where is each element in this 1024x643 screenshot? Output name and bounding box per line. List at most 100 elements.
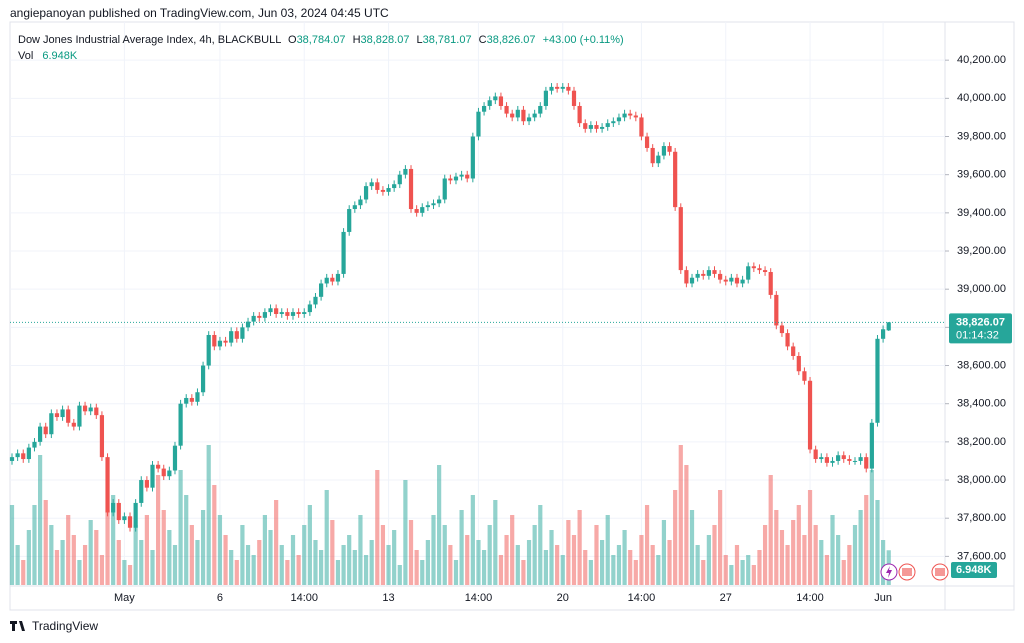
candle-body xyxy=(684,270,689,284)
y-tick-label: 40,000.00 xyxy=(957,92,1006,104)
volume-bar xyxy=(858,510,863,585)
candle-body xyxy=(99,415,105,458)
candle-body xyxy=(375,182,380,190)
low-value: 38,781.07 xyxy=(423,34,472,46)
candle-body xyxy=(66,409,71,423)
volume-bar xyxy=(195,540,200,585)
volume-bar xyxy=(392,530,397,585)
volume-bar xyxy=(605,515,610,585)
candle-body xyxy=(498,96,504,106)
volume-bar xyxy=(363,555,369,585)
candle-body xyxy=(212,334,217,347)
volume-bar xyxy=(560,555,565,585)
x-tick-label: 14:00 xyxy=(465,592,493,604)
volume-bar xyxy=(150,550,155,585)
candle-body xyxy=(555,86,560,89)
y-tick-label: 38,200.00 xyxy=(957,436,1006,448)
candle-body xyxy=(661,146,667,156)
volume-bar xyxy=(757,550,762,585)
candle-body xyxy=(847,459,852,461)
candle-body xyxy=(667,146,672,152)
volume-bar xyxy=(240,525,245,585)
candle-body xyxy=(841,455,846,460)
volume-bar xyxy=(650,545,655,585)
volume-bar xyxy=(841,560,846,585)
volume-bar xyxy=(869,470,874,585)
candle-body xyxy=(105,457,110,513)
volume-bar xyxy=(116,540,121,585)
candle-body xyxy=(796,355,801,372)
volume-bar xyxy=(26,530,31,585)
candle-body xyxy=(195,392,200,402)
volume-bar xyxy=(706,535,711,585)
volume-bar xyxy=(532,525,537,585)
candle-body xyxy=(167,470,172,477)
volume-bar xyxy=(622,530,627,585)
candle-body xyxy=(268,308,273,313)
volume-bar xyxy=(487,525,492,585)
candle-body xyxy=(15,453,20,458)
volume-bar xyxy=(184,495,189,585)
candle-body xyxy=(156,464,161,469)
candle-body xyxy=(77,405,82,427)
candle-body xyxy=(54,413,60,418)
x-tick-label: Jun xyxy=(874,592,892,604)
candle-body xyxy=(830,460,835,463)
volume-bar xyxy=(212,485,217,585)
volume-bar xyxy=(347,535,352,585)
volume-bar xyxy=(408,520,414,585)
volume-bar xyxy=(358,515,363,585)
volume-bar xyxy=(740,560,745,585)
volume-bar xyxy=(420,560,425,585)
candle-body xyxy=(560,86,565,89)
symbol: Dow Jones Industrial Average Index, 4h, … xyxy=(18,34,281,46)
candle-body xyxy=(701,273,706,276)
candle-body xyxy=(341,231,346,274)
candle-body xyxy=(408,168,414,210)
candle-body xyxy=(740,279,745,284)
candle-body xyxy=(611,121,616,124)
volume-bar xyxy=(476,540,481,585)
volume-bar xyxy=(324,490,329,585)
candle-body xyxy=(504,105,509,114)
candle-body xyxy=(791,346,796,356)
x-tick-label: May xyxy=(114,592,135,604)
candle-body xyxy=(223,340,228,343)
candle-body xyxy=(172,445,178,471)
open-value: 38,784.07 xyxy=(297,34,346,46)
candle-body xyxy=(813,449,818,460)
volume-bar xyxy=(285,560,290,585)
volume-bar xyxy=(712,525,717,585)
volume-bar xyxy=(279,545,284,585)
candle-body xyxy=(566,86,571,91)
volume-bar xyxy=(223,535,228,585)
volume-bar xyxy=(403,480,408,585)
candle-body xyxy=(43,426,48,435)
volume-bar xyxy=(307,505,312,585)
volume-bar xyxy=(729,565,734,585)
volume-bar xyxy=(71,535,76,585)
volume-bar xyxy=(661,520,667,585)
volume-bar xyxy=(538,505,543,585)
candle-body xyxy=(571,90,577,106)
candle-body xyxy=(515,109,520,118)
volume-bar xyxy=(206,445,211,585)
volume-bar xyxy=(274,500,279,585)
volume-bar xyxy=(616,545,622,585)
volume-bar xyxy=(510,515,515,585)
candle-body xyxy=(689,277,695,284)
candle-body xyxy=(127,516,133,528)
volume-bar xyxy=(549,530,554,585)
candle-body xyxy=(352,205,357,210)
candle-body xyxy=(656,155,661,164)
footer-logo: TradingView xyxy=(10,619,98,633)
candle-body xyxy=(245,321,251,328)
candle-body xyxy=(358,199,363,206)
candle-body xyxy=(549,86,554,91)
candle-body xyxy=(251,315,256,322)
candle-body xyxy=(94,407,99,416)
candle-body xyxy=(757,268,762,271)
indicator-icons xyxy=(880,563,949,581)
volume-bar xyxy=(684,465,689,585)
y-tick-label: 40,200.00 xyxy=(957,54,1006,66)
